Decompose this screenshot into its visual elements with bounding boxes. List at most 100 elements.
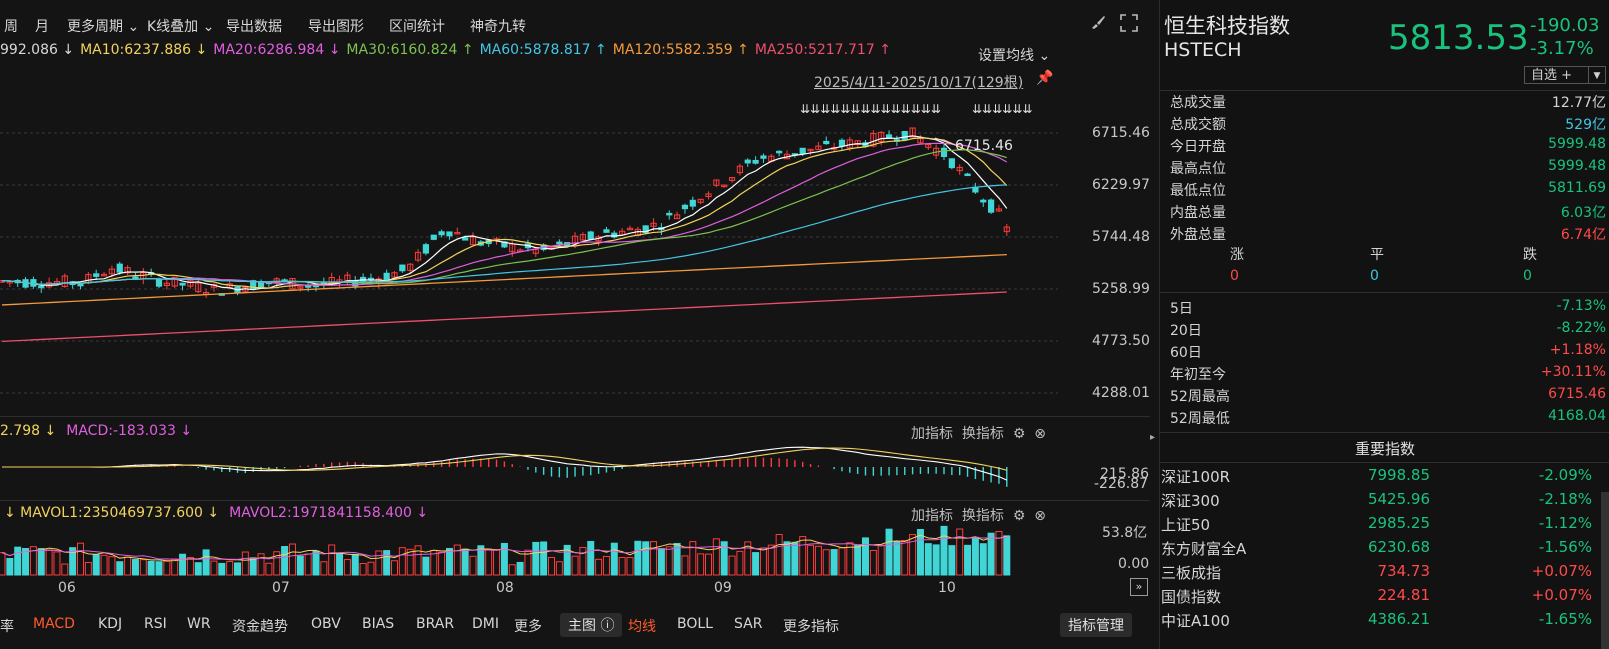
volume-bar [516, 561, 524, 576]
flat-count: 0 [1370, 268, 1379, 284]
price-change-pct: -3.17% [1530, 38, 1594, 59]
index-row[interactable]: 国债指数 224.81 +0.07% [1160, 586, 1609, 610]
close-icon[interactable]: ⊗ [1034, 508, 1047, 524]
tab-sar[interactable]: SAR [734, 616, 763, 632]
period-value: +1.18% [1549, 342, 1606, 358]
macd-chart[interactable] [0, 445, 1060, 495]
index-row-change: +0.07% [1531, 586, 1592, 604]
caret-down-icon[interactable]: ▼ [1588, 67, 1605, 83]
signal-arrows: ⇊⇊⇊⇊⇊⇊⇊⇊⇊⇊⇊⇊⇊⇊ [800, 102, 941, 116]
candle-body [430, 234, 437, 240]
period-month[interactable]: 月 [35, 19, 49, 35]
stat-value: 12.77亿 [1551, 95, 1606, 111]
add-indicator-button[interactable]: 加指标 [911, 426, 953, 442]
period-week[interactable]: 周 [4, 19, 18, 35]
gear-icon[interactable]: ⚙ [1012, 426, 1026, 442]
index-row-price: 4386.21 [1367, 610, 1430, 628]
magic-nine-button[interactable]: 神奇九转 [470, 19, 526, 35]
set-ma-button[interactable]: 设置均线 ⌄ [978, 48, 1051, 64]
candle-body [736, 165, 743, 174]
index-row[interactable]: 中证A100 4386.21 -1.65% [1160, 610, 1609, 634]
volume-bar [720, 541, 728, 576]
tab-more-indicators[interactable]: 更多指标 [783, 619, 839, 635]
index-row-name: 中证A100 [1161, 612, 1230, 630]
candle-body [925, 144, 932, 148]
tab-rate[interactable]: 率 [0, 619, 14, 635]
index-row[interactable]: 三板成指 734.73 +0.07% [1160, 562, 1609, 586]
index-row[interactable]: 东方财富全A 6230.68 -1.56% [1160, 538, 1609, 562]
switch-indicator-button[interactable]: 换指标 [961, 426, 1004, 442]
candlestick-chart[interactable]: ⇊⇊⇊⇊⇊⇊⇊⇊⇊⇊⇊⇊⇊⇊ ⇊⇊⇊⇊⇊⇊ 6715.46 [0, 95, 1150, 415]
volume-bar [445, 547, 453, 576]
volume-chart[interactable] [0, 522, 1060, 577]
tab-wr[interactable]: WR [187, 616, 211, 632]
volume-bar [893, 541, 901, 576]
indicator-management-button[interactable]: 指标管理 [1060, 613, 1132, 637]
candle-body [980, 199, 987, 203]
tab-more[interactable]: 更多 [514, 619, 542, 635]
period-label: 年初至今 [1170, 367, 1226, 383]
scrollbar[interactable] [1601, 492, 1609, 649]
main-chart-selector[interactable]: 主图 ⓘ [560, 613, 623, 637]
volume-bar [186, 557, 194, 576]
tab-kdj[interactable]: KDJ [98, 616, 123, 632]
volume-bar [885, 528, 893, 576]
tab-boll[interactable]: BOLL [677, 616, 713, 632]
close-icon[interactable]: ⊗ [1034, 426, 1047, 442]
collapse-panel-icon[interactable]: ▸ [1150, 432, 1156, 443]
volume-bar [398, 547, 406, 576]
tab-bias[interactable]: BIAS [362, 616, 395, 632]
tab-ma[interactable]: 均线 [628, 619, 656, 635]
stat-label: 今日开盘 [1170, 139, 1226, 155]
volume-bar [681, 555, 689, 576]
divider [0, 500, 1150, 501]
tab-rsi[interactable]: RSI [144, 616, 167, 632]
export-chart-button[interactable]: 导出图形 [308, 19, 364, 35]
index-code: HSTECH [1164, 39, 1242, 61]
fullscreen-icon[interactable] [1120, 14, 1138, 36]
candle-body [360, 276, 367, 282]
index-row[interactable]: 上证50 2985.25 -1.12% [1160, 514, 1609, 538]
switch-indicator-button[interactable]: 换指标 [961, 508, 1004, 524]
volume-bar [155, 561, 163, 576]
add-watchlist-button[interactable]: 自选 + ▼ [1524, 66, 1606, 84]
tab-dmi[interactable]: DMI [472, 616, 499, 632]
index-row[interactable]: 深证300 5425.96 -2.18% [1160, 490, 1609, 514]
candle-body [454, 231, 461, 235]
volume-bar [477, 545, 485, 576]
volume-bar [956, 528, 964, 576]
vol-panel-controls: 加指标 换指标 ⚙ ⊗ [911, 505, 1046, 525]
more-periods-menu[interactable]: 更多周期 ⌄ [67, 19, 140, 35]
index-row-change: -1.12% [1538, 514, 1592, 532]
volume-bar [838, 547, 846, 576]
candle-body [838, 139, 846, 147]
volume-bar [869, 550, 877, 576]
volume-bar [218, 562, 226, 576]
index-row[interactable]: 深证100R 7998.85 -2.09% [1160, 466, 1609, 490]
ma-legend-item: MA60:5878.817 ↑ [479, 42, 607, 58]
flat-label: 平 [1370, 247, 1384, 263]
interval-stats-button[interactable]: 区间统计 [389, 19, 445, 35]
export-data-button[interactable]: 导出数据 [226, 19, 282, 35]
vol-legend: ↓ MAVOL1:2350469737.600 ↓ MAVOL2:19718411… [4, 505, 438, 521]
expand-icon[interactable]: » [1130, 578, 1148, 596]
volume-bar [767, 544, 775, 576]
period-value: 6715.46 [1548, 386, 1606, 402]
candle-body [909, 127, 916, 138]
price-tick: 5258.99 [1092, 281, 1150, 297]
candle-body [297, 286, 304, 289]
tab-brar[interactable]: BRAR [416, 616, 455, 632]
tab-fund-trend[interactable]: 资金趋势 [232, 619, 288, 635]
tab-macd[interactable]: MACD [33, 616, 75, 632]
candle-body [163, 282, 170, 286]
kline-overlay-menu[interactable]: K线叠加 ⌄ [147, 19, 215, 35]
range-label[interactable]: 2025/4/11-2025/10/17(129根) [814, 75, 1024, 91]
macd-panel-controls: 加指标 换指标 ⚙ ⊗ [911, 423, 1046, 443]
period-value: -8.22% [1556, 320, 1606, 336]
gear-icon[interactable]: ⚙ [1012, 508, 1026, 524]
pin-icon[interactable]: 📌 [1036, 70, 1054, 86]
add-indicator-button[interactable]: 加指标 [911, 508, 953, 524]
tab-obv[interactable]: OBV [311, 616, 341, 632]
brush-icon[interactable] [1090, 14, 1106, 34]
candle-body [689, 199, 696, 207]
